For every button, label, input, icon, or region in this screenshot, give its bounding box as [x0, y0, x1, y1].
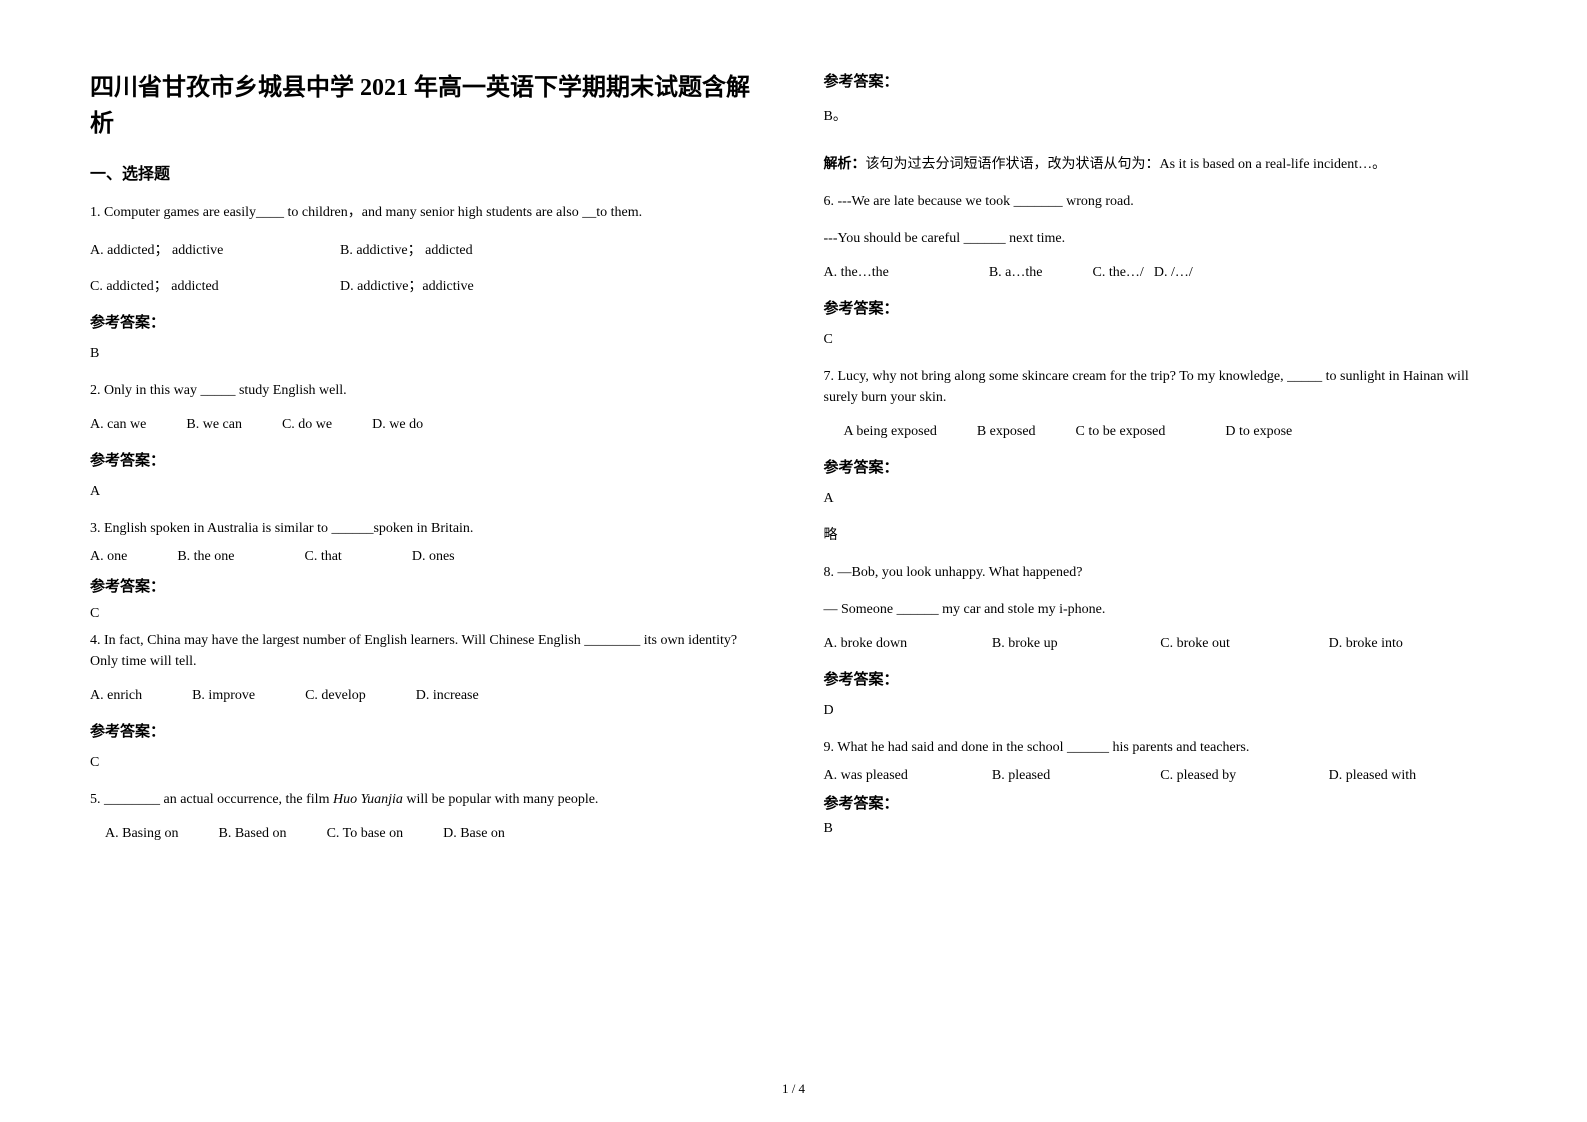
option-d: D. Base on [443, 826, 505, 842]
answer-label: 参考答案： [90, 575, 764, 596]
option-c: C. pleased by [1160, 768, 1328, 784]
explanation-5: 解析：该句为过去分词短语作状语，改为状语从句为：As it is based o… [824, 153, 1498, 173]
answer-label: 参考答案： [90, 449, 764, 470]
question-4-options: A. enrich B. improve C. develop D. incre… [90, 688, 764, 704]
option-a: A being exposed [844, 424, 937, 440]
question-8-line2: — Someone ______ my car and stole my i-p… [824, 599, 1498, 620]
q5-pre: 5. ________ an actual occurrence, the fi… [90, 792, 333, 807]
answer-label: 参考答案： [824, 297, 1498, 318]
question-2-options: A. can we B. we can C. do we D. we do [90, 417, 764, 433]
question-7-options: A being exposed B exposed C to be expose… [824, 424, 1498, 440]
option-b: B. we can [186, 417, 242, 433]
option-a: A. was pleased [824, 768, 992, 784]
answer-label: 参考答案： [824, 668, 1498, 689]
option-b: B. addictive； addicted [340, 239, 590, 259]
question-1: 1. Computer games are easily____ to chil… [90, 202, 764, 223]
answer-label: 参考答案： [824, 456, 1498, 477]
option-d: D. we do [372, 417, 423, 433]
option-a: A. Basing on [105, 826, 179, 842]
option-c: C. the…/ [1092, 265, 1143, 281]
option-b: B. the one [177, 549, 234, 565]
option-d: D. /…/ [1154, 265, 1193, 281]
option-d: D. increase [416, 688, 479, 704]
answer-label: 参考答案： [90, 311, 764, 332]
option-b: B. pleased [992, 768, 1160, 784]
option-d: D. broke into [1329, 636, 1497, 652]
page-number: 1 / 4 [0, 1081, 1587, 1097]
question-1-options-2: C. addicted； addicted D. addictive；addic… [90, 275, 764, 295]
question-3: 3. English spoken in Australia is simila… [90, 518, 764, 539]
question-6-line2: ---You should be careful ______ next tim… [824, 228, 1498, 249]
option-a: A. can we [90, 417, 146, 433]
option-c: C. To base on [327, 826, 404, 842]
answer-1: B [90, 346, 764, 362]
question-5: 5. ________ an actual occurrence, the fi… [90, 789, 764, 810]
option-b: B exposed [977, 424, 1036, 440]
option-c: C to be exposed [1076, 424, 1166, 440]
answer-5: B。 [824, 105, 1498, 125]
option-a: A. the…the [824, 265, 889, 281]
option-a: A. addicted； addictive [90, 239, 340, 259]
note-7: 略 [824, 525, 1498, 546]
option-b: B. Based on [219, 826, 287, 842]
question-9-options: A. was pleased B. pleased C. pleased by … [824, 768, 1498, 784]
question-2: 2. Only in this way _____ study English … [90, 380, 764, 401]
exam-title: 四川省甘孜市乡城县中学 2021 年高一英语下学期期末试题含解析 [90, 70, 764, 142]
q5-italic: Huo Yuanjia [333, 792, 403, 807]
page-container: 四川省甘孜市乡城县中学 2021 年高一英语下学期期末试题含解析 一、选择题 1… [90, 70, 1497, 1050]
answer-8: D [824, 703, 1498, 719]
option-a: A. broke down [824, 636, 992, 652]
option-b: B. a…the [989, 265, 1043, 281]
answer-label: 参考答案： [824, 792, 1498, 813]
option-c: C. do we [282, 417, 332, 433]
option-a: A. one [90, 549, 127, 565]
answer-label: 参考答案： [824, 70, 1498, 91]
question-5-options: A. Basing on B. Based on C. To base on D… [90, 826, 764, 842]
option-c: C. broke out [1160, 636, 1328, 652]
question-1-options: A. addicted； addictive B. addictive； add… [90, 239, 764, 259]
answer-3: C [90, 606, 764, 622]
question-3-options: A. one B. the one C. that D. ones [90, 549, 764, 565]
option-b: B. improve [192, 688, 255, 704]
option-d: D. pleased with [1329, 768, 1497, 784]
option-b: B. broke up [992, 636, 1160, 652]
question-6-line1: 6. ---We are late because we took ______… [824, 191, 1498, 212]
right-column: 参考答案： B。 解析：该句为过去分词短语作状语，改为状语从句为：As it i… [824, 70, 1498, 1050]
option-a: A. enrich [90, 688, 142, 704]
option-d: D to expose [1225, 424, 1292, 440]
question-7: 7. Lucy, why not bring along some skinca… [824, 366, 1498, 408]
q5-post: will be popular with many people. [403, 792, 599, 807]
question-4: 4. In fact, China may have the largest n… [90, 630, 764, 672]
answer-6: C [824, 332, 1498, 348]
answer-label: 参考答案： [90, 720, 764, 741]
question-9: 9. What he had said and done in the scho… [824, 737, 1498, 758]
option-d: D. ones [412, 549, 455, 565]
answer-7: A [824, 491, 1498, 507]
answer-2: A [90, 484, 764, 500]
question-8-options: A. broke down B. broke up C. broke out D… [824, 636, 1498, 652]
option-c: C. addicted； addicted [90, 275, 340, 295]
option-c: C. that [304, 549, 341, 565]
question-6-options: A. the…the B. a…the C. the…/ D. /…/ [824, 265, 1498, 281]
explain-text: 该句为过去分词短语作状语，改为状语从句为：As it is based on a… [866, 157, 1387, 172]
question-8-line1: 8. —Bob, you look unhappy. What happened… [824, 562, 1498, 583]
answer-4: C [90, 755, 764, 771]
option-d: D. addictive；addictive [340, 275, 590, 295]
answer-9: B [824, 821, 1498, 837]
option-c: C. develop [305, 688, 366, 704]
explain-label: 解析： [824, 157, 866, 172]
left-column: 四川省甘孜市乡城县中学 2021 年高一英语下学期期末试题含解析 一、选择题 1… [90, 70, 764, 1050]
section-heading: 一、选择题 [90, 160, 764, 184]
